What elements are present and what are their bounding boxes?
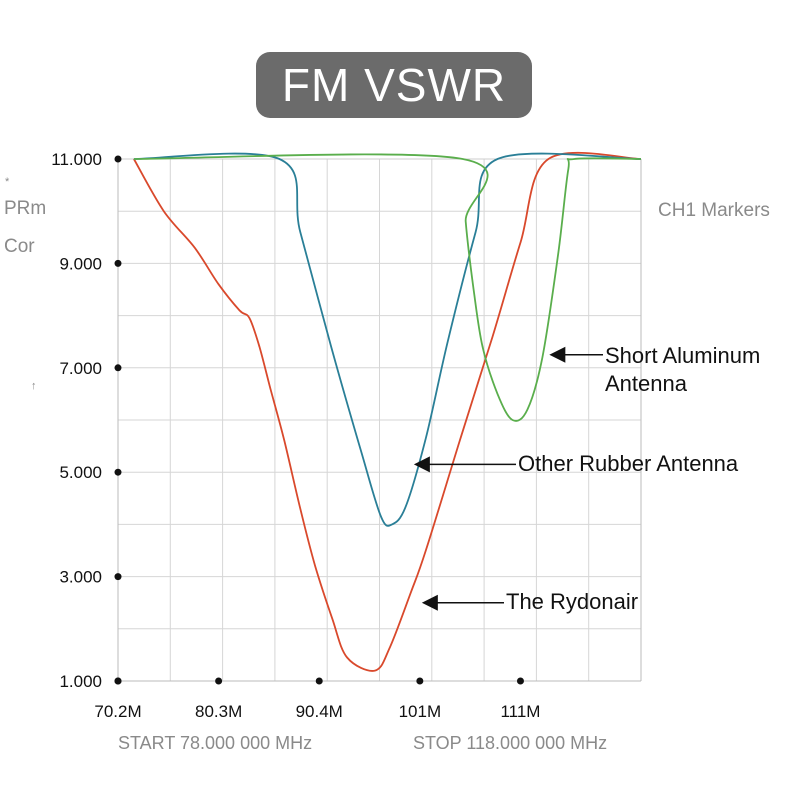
x-tick-dot	[416, 677, 424, 685]
chart-title: FM VSWR	[256, 52, 532, 118]
y-tick-label: 7.000	[59, 359, 102, 378]
series-line-short-aluminum-antenna	[133, 153, 642, 422]
annotation-line: The Rydonair	[506, 589, 639, 614]
y-tick-label: 9.000	[59, 254, 102, 273]
x-tick-dot	[215, 677, 223, 685]
side-label-cor: Cor	[4, 236, 35, 257]
x-tick-label: 101M	[399, 702, 442, 721]
annotation-rydonair: The Rydonair	[506, 588, 638, 616]
annotation-line: Other Rubber Antenna	[518, 451, 739, 476]
annotation-arrow-head	[549, 346, 566, 363]
annotation-arrow-head	[421, 594, 438, 611]
stop-frequency: STOP 118.000 000 MHz	[413, 733, 608, 753]
side-star: *	[5, 176, 10, 188]
y-tick-label: 11.000	[51, 150, 102, 169]
y-axis-ticks: 11.000 9.000 7.000 5.000 3.000 1.000	[51, 150, 122, 691]
annotation-line: Antenna	[605, 371, 687, 396]
ch1-markers-label: CH1 Markers	[658, 200, 770, 221]
annotation-other-rubber: Other Rubber Antenna	[518, 450, 738, 478]
y-tick-label: 5.000	[59, 463, 102, 482]
x-tick-label: 80.3M	[195, 702, 242, 721]
y-tick-label: 3.000	[59, 568, 102, 587]
annotation-arrows	[413, 346, 603, 611]
start-frequency: START 78.000 000 MHz	[118, 733, 313, 753]
grid	[117, 158, 642, 682]
series-lines	[133, 151, 642, 672]
series-line-other-rubber-antenna	[133, 152, 642, 527]
x-axis-ticks: 70.2M 80.3M 90.4M 101M 111M	[94, 677, 540, 721]
annotation-line: Short Aluminum	[605, 343, 761, 368]
y-tick-dot	[114, 468, 122, 476]
y-tick-dot	[114, 364, 122, 372]
x-tick-dot	[516, 677, 524, 685]
annotation-arrow-head	[413, 456, 430, 473]
side-arrow-mark: ↑	[31, 380, 37, 392]
x-tick-label: 70.2M	[94, 702, 141, 721]
side-label-prm: PRm	[4, 198, 47, 219]
y-tick-dot	[114, 155, 122, 163]
y-tick-dot	[114, 573, 122, 581]
x-tick-label: 111M	[500, 702, 540, 721]
y-tick-dot	[114, 677, 122, 685]
annotation-short-aluminum: Short Aluminum Antenna	[605, 342, 760, 398]
y-tick-label: 1.000	[59, 672, 102, 691]
y-tick-dot	[114, 259, 122, 267]
x-tick-dot	[315, 677, 323, 685]
x-tick-label: 90.4M	[296, 702, 343, 721]
series-line-the-rydonair	[133, 151, 642, 672]
